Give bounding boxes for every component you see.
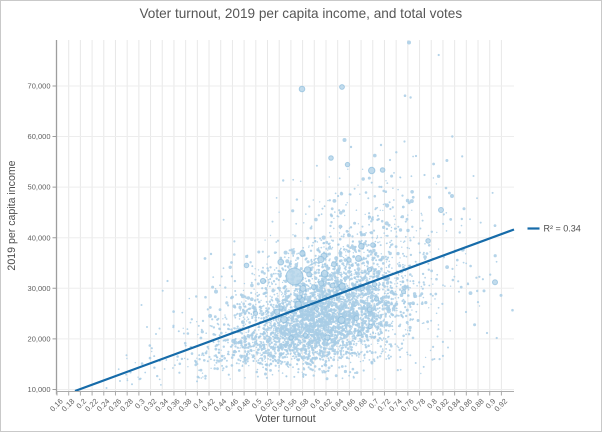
- svg-text:Voter turnout, 2019 per capita: Voter turnout, 2019 per capita income, a…: [139, 6, 462, 21]
- svg-text:20,000: 20,000: [28, 335, 51, 344]
- svg-text:Voter turnout: Voter turnout: [255, 413, 316, 425]
- svg-text:30,000: 30,000: [28, 284, 51, 293]
- svg-text:2019 per capita income: 2019 per capita income: [6, 160, 18, 270]
- svg-text:50,000: 50,000: [28, 183, 51, 192]
- svg-text:70,000: 70,000: [28, 82, 51, 91]
- svg-text:40,000: 40,000: [28, 233, 51, 242]
- svg-text:10,000: 10,000: [28, 385, 51, 394]
- svg-text:R² = 0.34: R² = 0.34: [544, 224, 581, 234]
- svg-text:60,000: 60,000: [28, 132, 51, 141]
